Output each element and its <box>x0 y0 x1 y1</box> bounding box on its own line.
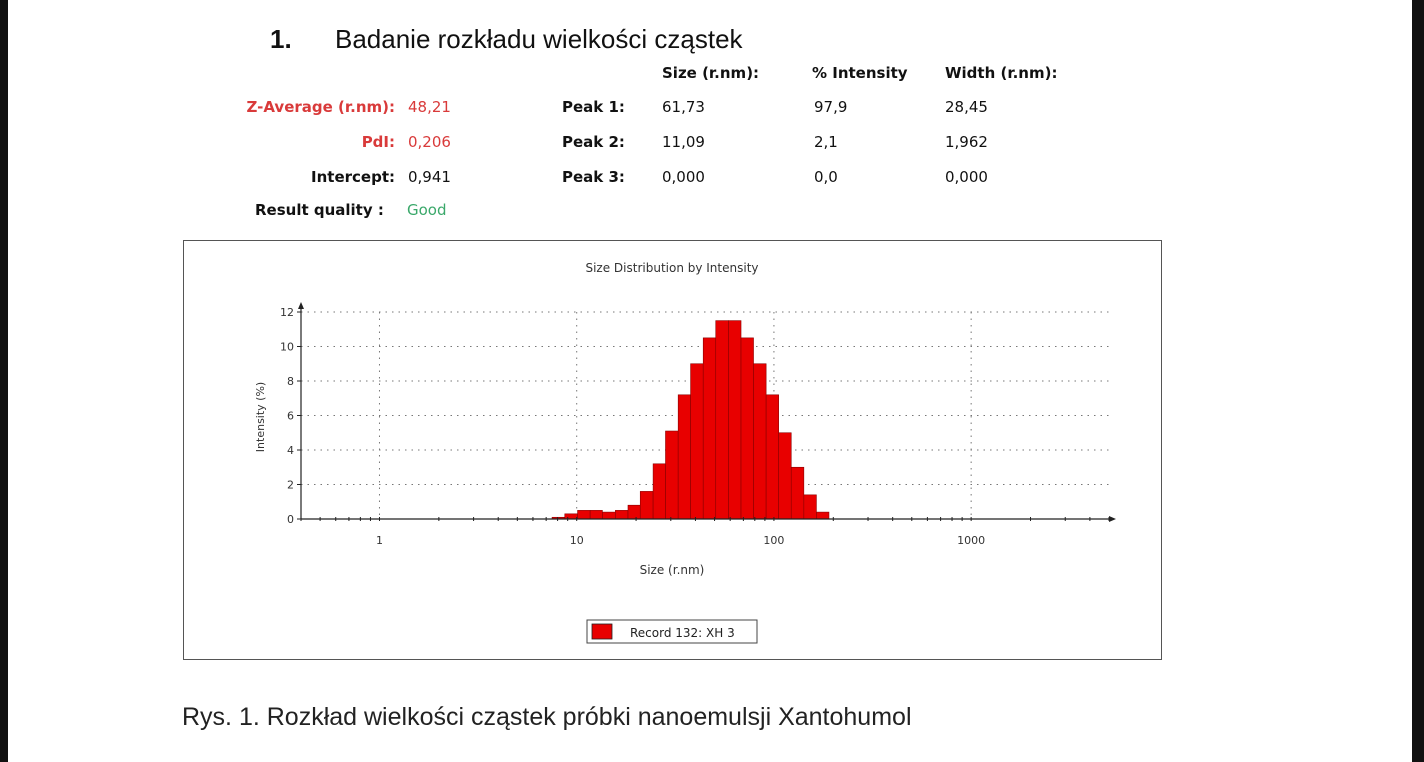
x-tick-label: 10 <box>570 534 584 547</box>
x-tick-label: 1000 <box>957 534 985 547</box>
y-tick-label: 0 <box>287 513 294 526</box>
histogram-bar <box>665 430 679 520</box>
result-quality-label: Result quality : <box>255 201 384 219</box>
histogram-bar <box>715 320 729 520</box>
histogram-bar <box>778 432 792 520</box>
pdi-label: PdI: <box>361 133 395 151</box>
chart-frame: Size Distribution by Intensity 0 2 4 6 8 10 12… <box>183 240 1162 660</box>
y-axis-label: Intensity (%) <box>254 382 267 452</box>
peak-2-label: Peak 2: <box>562 133 625 151</box>
chart-bars <box>551 320 830 520</box>
y-tick-label: 10 <box>280 341 294 354</box>
histogram-bar <box>803 494 817 520</box>
z-average-label: Z-Average (r.nm): <box>246 98 396 116</box>
col-header-width: Width (r.nm): <box>945 64 1058 82</box>
peak-1-intensity: 97,9 <box>814 98 848 116</box>
section-number: 1. <box>270 24 292 54</box>
peak-3-intensity: 0,0 <box>814 168 838 186</box>
x-tick-label: 100 <box>763 534 784 547</box>
pdi-value: 0,206 <box>408 133 451 151</box>
y-tick-label: 4 <box>287 444 294 457</box>
histogram-bar <box>728 320 742 520</box>
figure-caption: Rys. 1. Rozkład wielkości cząstek próbki… <box>182 703 912 731</box>
histogram-bar <box>677 394 691 520</box>
y-tick-label: 2 <box>287 479 294 492</box>
z-average-value: 48,21 <box>408 98 451 116</box>
y-tick-label: 6 <box>287 410 294 423</box>
histogram-bar <box>589 510 603 520</box>
histogram-bar <box>639 491 654 520</box>
legend-box <box>586 619 758 644</box>
peak-3-label: Peak 3: <box>562 168 625 186</box>
histogram-bar <box>627 504 641 520</box>
legend-swatch <box>591 623 613 640</box>
col-header-size: Size (r.nm): <box>662 64 760 82</box>
y-tick-label: 8 <box>287 375 294 388</box>
chart-legend: Record 132: XH 3 <box>586 619 758 644</box>
histogram-bar <box>652 463 666 520</box>
legend-label: Record 132: XH 3 <box>630 626 735 640</box>
chart-axes: 0 2 4 6 8 10 12 1 10 100 1000 <box>280 302 1116 547</box>
peak-2-size: 11,09 <box>662 133 705 151</box>
peak-2-intensity: 2,1 <box>814 133 838 151</box>
x-axis-arrow <box>1109 516 1116 522</box>
peak-1-width: 28,45 <box>945 98 988 116</box>
result-quality-value: Good <box>407 201 447 219</box>
right-edge-bar <box>1412 0 1424 762</box>
peak-1-label: Peak 1: <box>562 98 625 116</box>
intercept-value: 0,941 <box>408 168 451 186</box>
histogram-bar <box>816 511 830 520</box>
x-tick-label: 1 <box>376 534 383 547</box>
col-header-intensity: % Intensity <box>812 64 908 82</box>
histogram-bar <box>740 337 754 520</box>
peak-1-size: 61,73 <box>662 98 705 116</box>
y-axis-arrow <box>298 302 304 309</box>
intercept-label: Intercept: <box>311 168 395 186</box>
section-title: Badanie rozkładu wielkości cząstek <box>335 24 743 54</box>
histogram-bar <box>690 363 704 520</box>
peak-3-width: 0,000 <box>945 168 988 186</box>
histogram-bar <box>577 510 591 520</box>
y-tick-label: 12 <box>280 306 294 319</box>
histogram-bar <box>753 363 767 520</box>
histogram-bar <box>564 513 578 520</box>
x-axis-label: Size (r.nm) <box>640 563 705 577</box>
size-distribution-chart: Size Distribution by Intensity 0 2 4 6 8 10 12… <box>254 261 1116 644</box>
peak-2-width: 1,962 <box>945 133 988 151</box>
histogram-bar <box>602 511 616 520</box>
histogram-bar <box>790 466 805 520</box>
histogram-bar <box>765 394 779 520</box>
left-edge-bar <box>0 0 8 762</box>
chart-title: Size Distribution by Intensity <box>585 261 758 275</box>
histogram-bar <box>702 337 717 520</box>
peak-3-size: 0,000 <box>662 168 705 186</box>
histogram-bar <box>615 510 629 520</box>
